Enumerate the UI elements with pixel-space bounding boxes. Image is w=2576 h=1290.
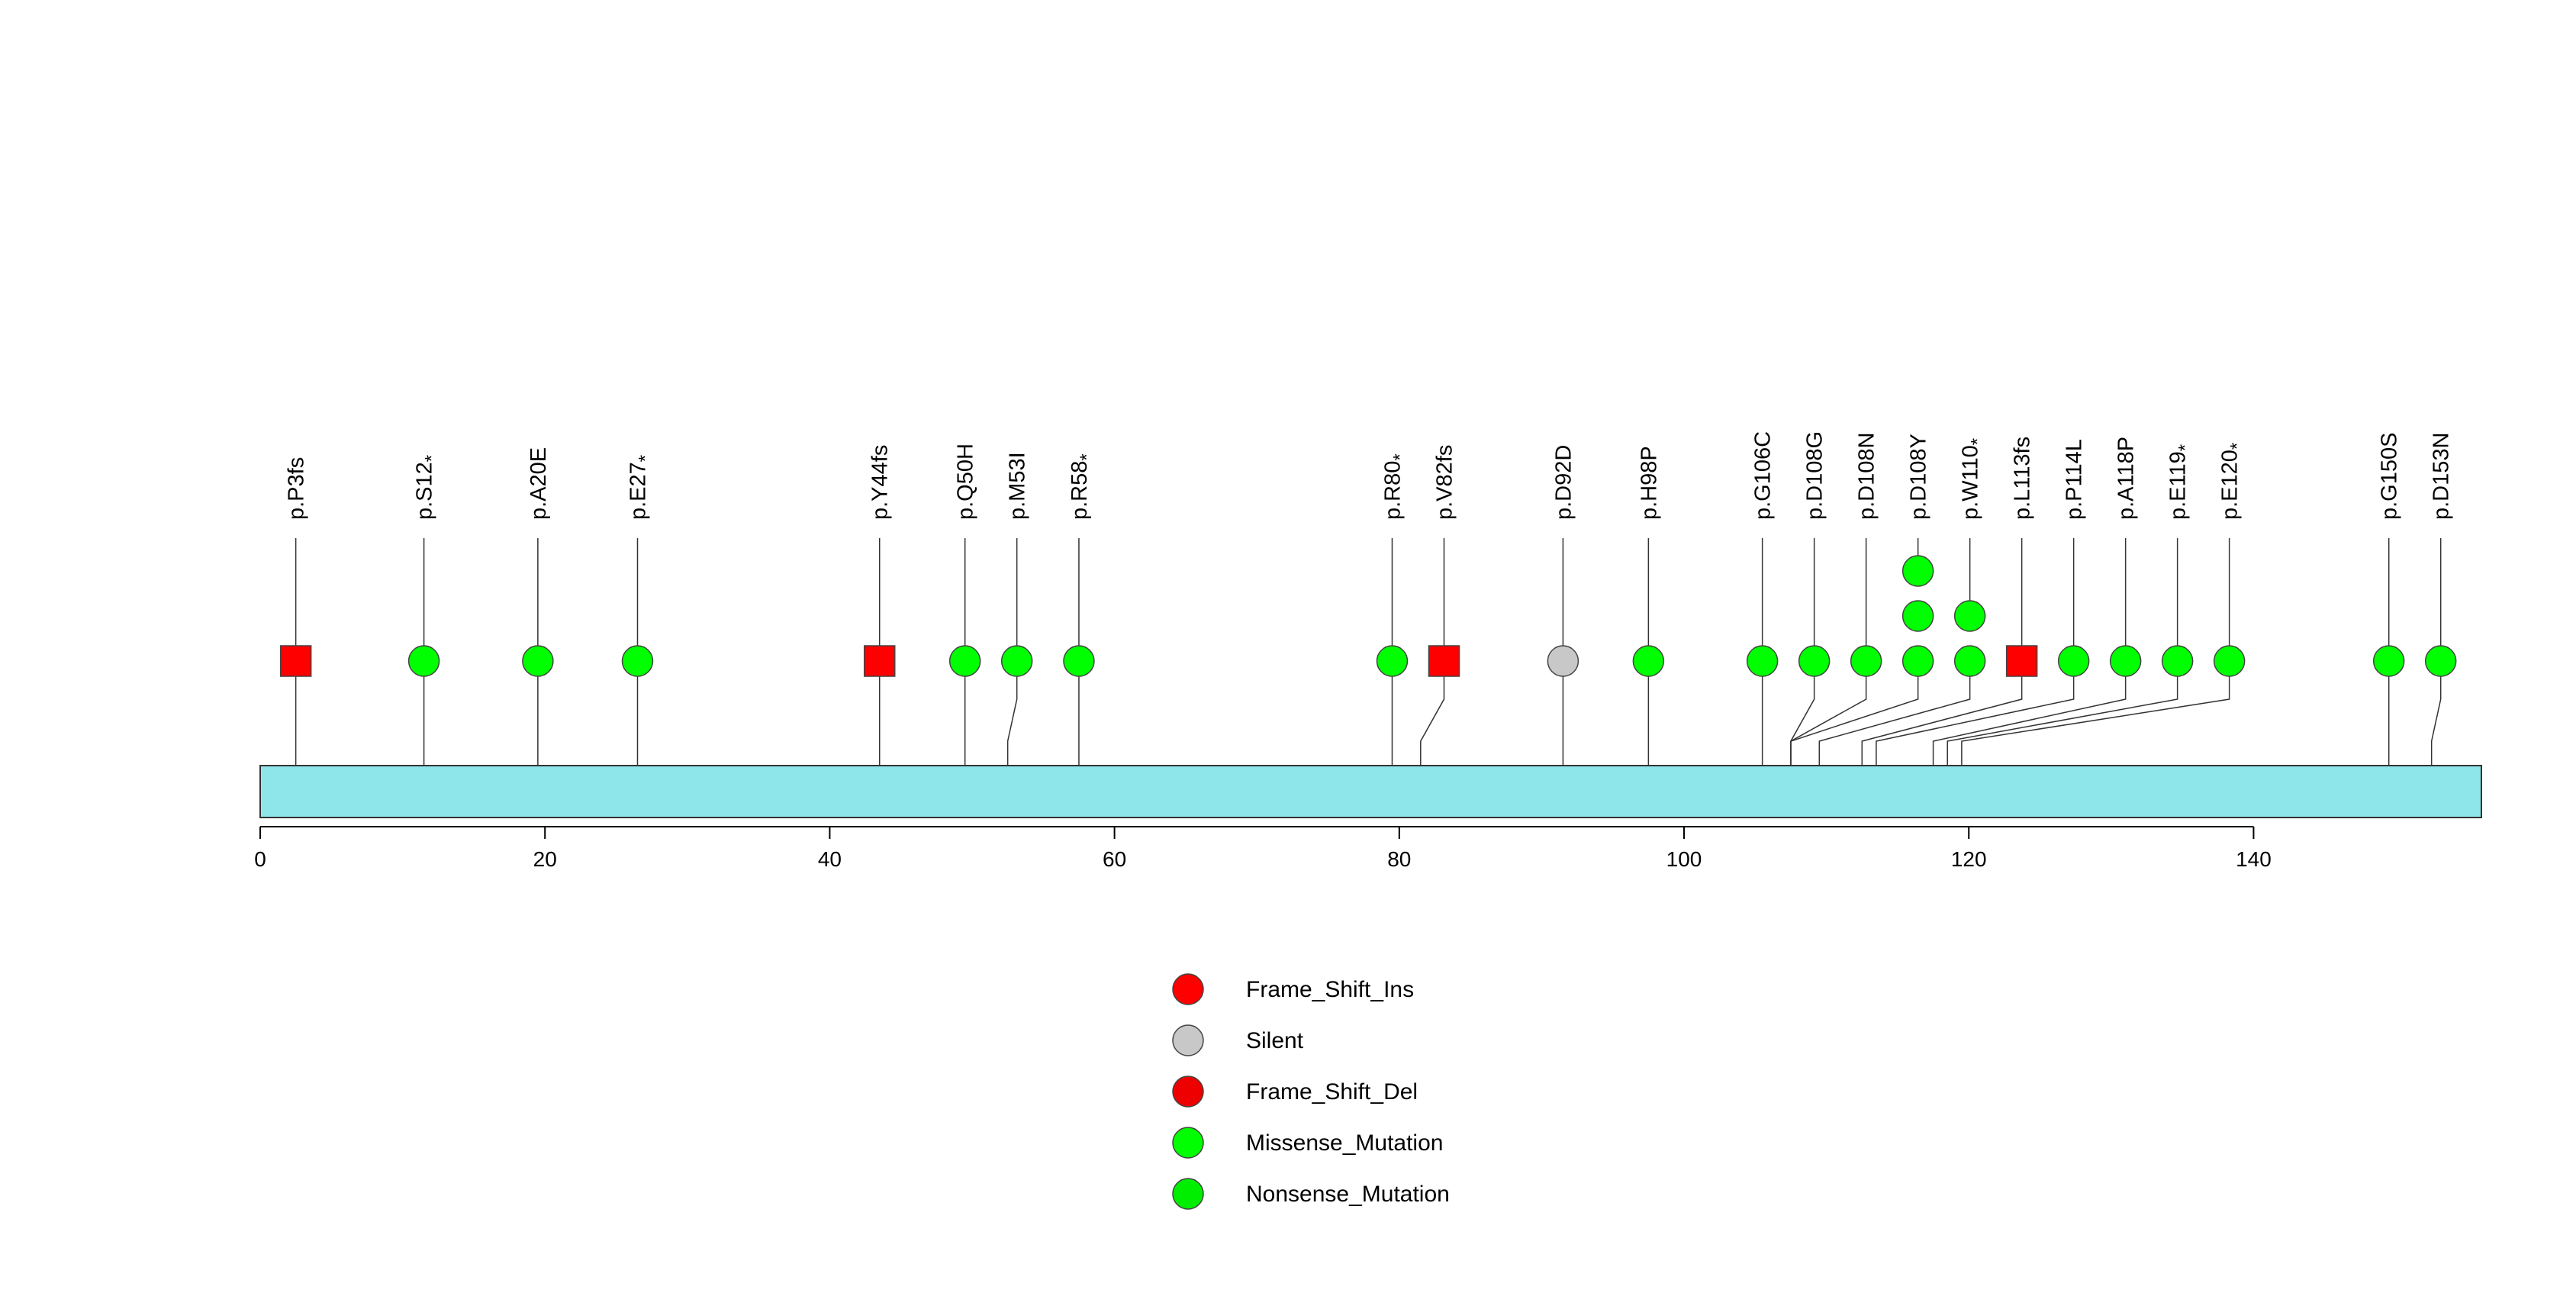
marker-p-d108n-1 (1850, 645, 1882, 677)
protein-bar (259, 765, 2482, 818)
label-p-p114l: p.P114L (2062, 439, 2087, 520)
protein-bar-group (259, 765, 2482, 818)
marker-p-d153n-1 (2424, 645, 2457, 677)
label-p-a20e: p.A20E (526, 447, 551, 520)
label-p-d108y: p.D108Y (1907, 434, 1931, 520)
label-p-d108g: p.D108G (1803, 431, 1827, 520)
marker-p-r58-stop-1 (1063, 645, 1095, 677)
x-tick-label-80: 80 (1387, 847, 1411, 871)
marker-p-a118p-1 (2109, 645, 2142, 677)
label-p-h98p: p.H98P (1637, 446, 1661, 520)
label-p-g106c: p.G106C (1751, 431, 1776, 520)
x-tick-label-40: 40 (818, 847, 842, 871)
marker-p-e119-stop-1 (2161, 645, 2194, 677)
marker-p-v82fs-1 (1428, 645, 1460, 677)
label-p-d92d: p.D92D (1551, 445, 1576, 520)
marker-p-h98p-1 (1632, 645, 1665, 677)
label-p-v82fs: p.V82fs (1432, 445, 1457, 520)
legend-swatch-frame-shift-ins (1172, 973, 1204, 1005)
marker-p-l113fs-1 (2005, 645, 2038, 677)
legend-swatch-missense-mutation (1172, 1127, 1204, 1159)
marker-p-r80-stop-1 (1376, 645, 1409, 677)
marker-p-g150s-1 (2372, 645, 2405, 677)
marker-p-d108y-2 (1901, 600, 1934, 632)
x-tick-label-20: 20 (533, 847, 557, 871)
marker-p-e120-stop-1 (2213, 645, 2246, 677)
mutation-markers (279, 555, 2457, 677)
label-p-m53i: p.M53I (1006, 452, 1030, 520)
marker-p-s12-stop-1 (407, 645, 440, 677)
x-tick-label-120: 120 (1951, 847, 1987, 871)
legend-label-frame-shift-del: Frame_Shift_Del (1246, 1079, 1418, 1105)
lollipop-stems (295, 538, 2442, 661)
marker-p-w110-stop-1 (1953, 645, 1986, 677)
legend-swatch-nonsense-mutation (1172, 1178, 1204, 1210)
marker-p-d108y-3 (1901, 555, 1934, 587)
x-tick-label-140: 140 (2236, 847, 2272, 871)
label-p-y44fs: p.Y44fs (868, 445, 893, 520)
marker-p-g106c-1 (1746, 645, 1779, 677)
label-p-l113fs: p.L113fs (2011, 437, 2035, 520)
x-tick-label-60: 60 (1103, 847, 1126, 871)
label-p-g150s: p.G150S (2378, 433, 2402, 520)
marker-p-m53i-1 (1000, 645, 1033, 677)
label-p-p3fs: p.P3fs (285, 457, 309, 520)
marker-p-q50h-1 (948, 645, 981, 677)
marker-p-w110-stop-2 (1953, 600, 1986, 632)
legend-swatch-frame-shift-del (1172, 1076, 1204, 1108)
legend-label-frame-shift-ins: Frame_Shift_Ins (1246, 977, 1414, 1002)
legend-label-missense-mutation: Missense_Mutation (1246, 1130, 1443, 1156)
marker-p-p114l-1 (2057, 645, 2090, 677)
marker-p-e27-stop-1 (621, 645, 654, 677)
marker-p-d108y-1 (1901, 645, 1934, 677)
x-axis: 0 20 40 60 80 100 120 140 (254, 826, 2272, 871)
label-p-a118p: p.A118P (2114, 437, 2139, 520)
marker-p-a20e-1 (522, 645, 554, 677)
x-tick-label-100: 100 (1666, 847, 1702, 871)
marker-p-p3fs-1 (279, 645, 312, 677)
label-p-d108n: p.D108N (1855, 433, 1879, 520)
label-p-d153n: p.D153N (2429, 433, 2454, 520)
legend: Frame_Shift_Ins Silent Frame_Shift_Del Miss… (1172, 973, 1450, 1210)
x-tick-label-0: 0 (254, 847, 266, 871)
marker-p-d92d-1 (1547, 645, 1579, 677)
marker-p-d108g-1 (1798, 645, 1831, 677)
legend-swatch-silent (1172, 1024, 1204, 1056)
legend-label-nonsense-mutation: Nonsense_Mutation (1246, 1182, 1450, 1207)
label-p-q50h: p.Q50H (954, 443, 978, 520)
marker-p-y44fs-1 (863, 645, 896, 677)
legend-label-silent: Silent (1246, 1028, 1304, 1053)
